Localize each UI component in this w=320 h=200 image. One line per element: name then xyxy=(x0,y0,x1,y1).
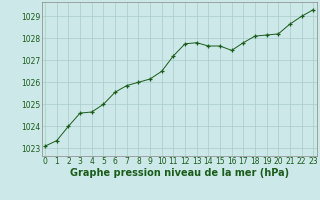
X-axis label: Graphe pression niveau de la mer (hPa): Graphe pression niveau de la mer (hPa) xyxy=(70,168,289,178)
